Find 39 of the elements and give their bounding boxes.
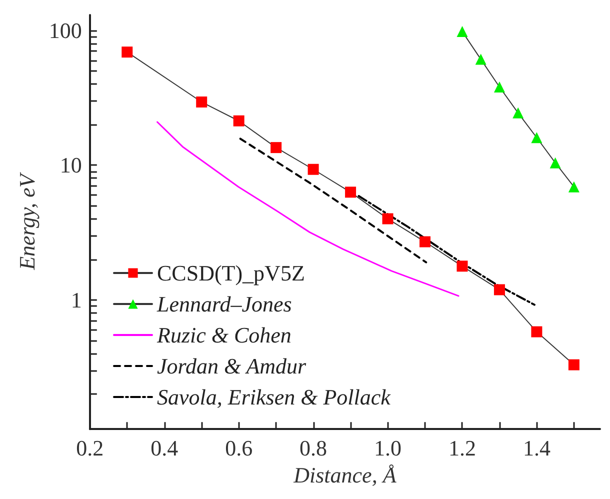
point: [568, 181, 580, 192]
point: [475, 54, 486, 65]
point: [122, 46, 133, 58]
x-tick-label: 0.2: [76, 436, 104, 461]
point: [531, 132, 542, 144]
line-series: [156, 121, 460, 297]
x-tick-label: 1.2: [448, 436, 476, 461]
line-series: [239, 138, 428, 264]
legend-label: Savola, Eriksen & Pollack: [157, 384, 392, 410]
y-tick-label: 10: [60, 152, 82, 178]
y-axis-title: Energy, eV: [14, 172, 40, 271]
y-tick-label: 1: [70, 287, 82, 312]
x-tick-label: 0.8: [300, 436, 328, 461]
x-tick-label: 1.4: [522, 436, 550, 461]
point: [550, 157, 561, 168]
point: [196, 96, 208, 108]
line-series: [358, 195, 536, 306]
point: [308, 164, 319, 175]
y-tick-label: 100: [48, 18, 82, 43]
point: [456, 26, 468, 38]
point: [233, 115, 244, 126]
point: [494, 284, 505, 296]
x-tick-label: 0.6: [225, 436, 253, 461]
point: [568, 359, 580, 370]
point: [531, 326, 542, 338]
point: [345, 186, 356, 198]
point: [456, 260, 468, 272]
legend-label: CCSD(T)_pV5Z: [157, 260, 305, 286]
point: [512, 107, 524, 118]
x-tick-label: 0.4: [150, 436, 178, 461]
legend-label: Ruzic & Cohen: [156, 322, 292, 348]
point: [420, 236, 430, 248]
x-tick-label: 1.0: [374, 436, 402, 461]
point: [382, 213, 394, 224]
legend-label: Jordan & Amdur: [157, 354, 307, 378]
x-axis-title: Distance, Å: [292, 462, 397, 488]
point: [494, 81, 505, 92]
legend-label: Lennard–Jones: [156, 292, 292, 316]
point: [270, 142, 282, 154]
